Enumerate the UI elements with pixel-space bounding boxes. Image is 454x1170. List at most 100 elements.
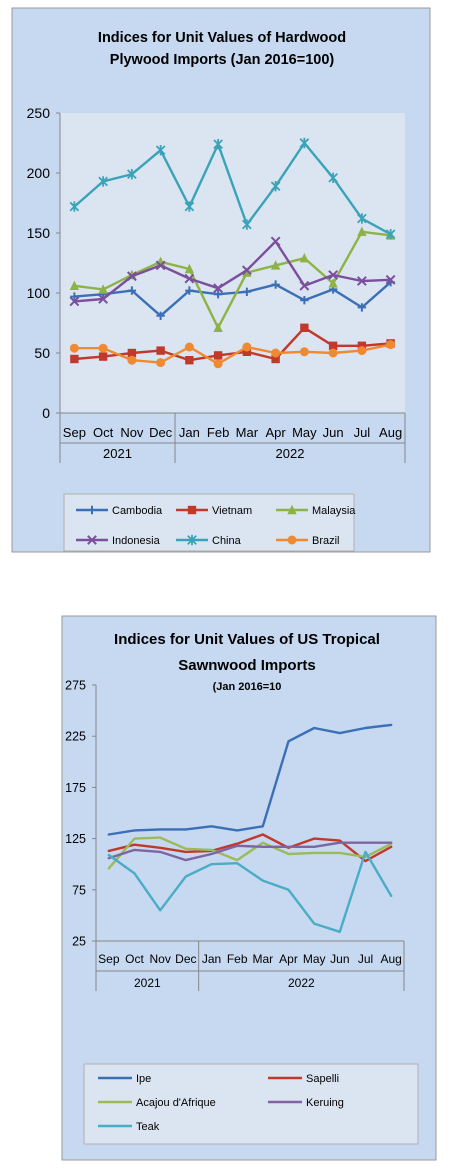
data-point: [126, 271, 137, 282]
data-point: [357, 226, 367, 236]
legend-label: Ipe: [136, 1073, 151, 1085]
y-tick-label: 0: [42, 405, 50, 421]
data-point: [385, 229, 396, 240]
data-point: [242, 267, 252, 277]
series-line-teak: [107, 850, 393, 933]
plywood-chart: Indices for Unit Values of Hardwood Plyw…: [11, 7, 431, 553]
series-lines: [107, 723, 393, 933]
data-point: [127, 286, 137, 295]
series-line-brazil: [73, 343, 392, 365]
legend-marker: [87, 535, 97, 545]
data-point: [127, 348, 137, 358]
year-group-label: 2021: [103, 446, 132, 461]
x-tick-label: Jul: [354, 425, 371, 440]
data-point: [356, 276, 367, 286]
legend-label: Acajou d'Afrique: [136, 1097, 216, 1109]
data-point: [184, 201, 195, 212]
legend-box: [83, 1063, 419, 1145]
legend-label: China: [212, 535, 242, 547]
x-tick-label: Jun: [330, 952, 349, 966]
data-point: [271, 280, 280, 289]
data-point: [271, 348, 281, 358]
data-point: [213, 139, 223, 150]
x-tick-label: Apr: [279, 952, 298, 966]
plot-area: [60, 113, 405, 413]
legend-label: Keruing: [306, 1097, 344, 1109]
legend-marker: [87, 505, 97, 515]
x-tick-label: Sep: [98, 952, 120, 966]
legend-label: Indonesia: [112, 535, 161, 547]
x-tick-label: Nov: [120, 425, 144, 440]
data-point: [155, 145, 166, 156]
year-group-label: 2022: [276, 446, 305, 461]
data-point: [184, 263, 195, 274]
legend-label: Cambodia: [112, 505, 163, 517]
legend-label: Brazil: [312, 535, 340, 547]
data-point: [185, 356, 194, 365]
data-point: [213, 290, 223, 299]
data-point: [69, 201, 80, 212]
data-point: [213, 351, 223, 360]
series-line-ipe: [107, 723, 393, 836]
data-point: [185, 286, 194, 295]
data-point: [242, 342, 252, 352]
sawnwood-chart: Indices for Unit Values of US Tropical S…: [61, 615, 437, 1161]
data-point: [357, 341, 367, 350]
data-point: [242, 287, 252, 296]
data-point: [184, 342, 194, 352]
legend-label: Malaysia: [312, 505, 356, 517]
x-tick-label: Dec: [149, 425, 173, 440]
legend-label: Vietnam: [212, 505, 252, 517]
data-point: [299, 347, 309, 357]
series-line-cambodia: [73, 281, 392, 317]
data-point: [98, 294, 109, 304]
x-tick-label: Mar: [252, 952, 273, 966]
x-tick-label: Aug: [379, 425, 402, 440]
data-point: [385, 274, 396, 285]
data-point: [98, 176, 108, 187]
data-point: [299, 280, 310, 291]
data-point: [270, 236, 281, 247]
legend-label: Sapelli: [306, 1073, 339, 1085]
x-tick-label: May: [292, 425, 317, 440]
legend-label: Teak: [136, 1121, 160, 1133]
data-point: [328, 270, 339, 280]
axes: 25 75 125 175 225 275 Sep Oct Nov Dec Jan Feb Mar Apr…: [65, 679, 405, 991]
x-tick-label: Mar: [236, 425, 259, 440]
sawnwood-chart-panel: Indices for Unit Values of US Tropical S…: [0, 608, 454, 1170]
x-tick-label: Feb: [207, 425, 229, 440]
x-tick-label: Jan: [179, 425, 200, 440]
legend-box: [63, 493, 355, 552]
data-point: [242, 219, 252, 230]
series-line-acajou-d-afrique: [107, 836, 393, 870]
y-tick-label: 125: [65, 832, 86, 846]
chart-title-line-2: Sawnwood Imports: [178, 657, 316, 674]
y-tick-label: 225: [65, 730, 86, 744]
x-tick-label: Jan: [202, 952, 221, 966]
data-point: [357, 303, 367, 312]
data-point: [98, 352, 108, 361]
x-tick-label: Feb: [227, 952, 248, 966]
y-tick-label: 25: [72, 935, 86, 949]
y-tick-label: 200: [27, 165, 51, 181]
y-tick-label: 50: [34, 345, 50, 361]
data-point: [98, 343, 108, 353]
data-point: [69, 343, 79, 353]
x-tick-label: Jul: [358, 952, 373, 966]
data-point: [184, 273, 195, 284]
y-tick-label: 250: [27, 105, 51, 121]
series-lines: [69, 137, 396, 369]
data-point: [242, 347, 252, 356]
legend-marker: [287, 535, 297, 545]
data-point: [155, 260, 166, 271]
x-tick-label: Nov: [149, 952, 170, 966]
chart-title-line-1: Indices for Unit Values of US Tropical: [114, 631, 380, 648]
series-line-china: [73, 141, 392, 236]
data-point: [357, 346, 367, 356]
data-point: [270, 260, 281, 270]
data-point: [328, 278, 338, 288]
data-point: [300, 323, 309, 332]
series-line-keruing: [107, 841, 393, 862]
year-group-label: 2022: [288, 976, 315, 990]
x-tick-label: Dec: [175, 952, 196, 966]
